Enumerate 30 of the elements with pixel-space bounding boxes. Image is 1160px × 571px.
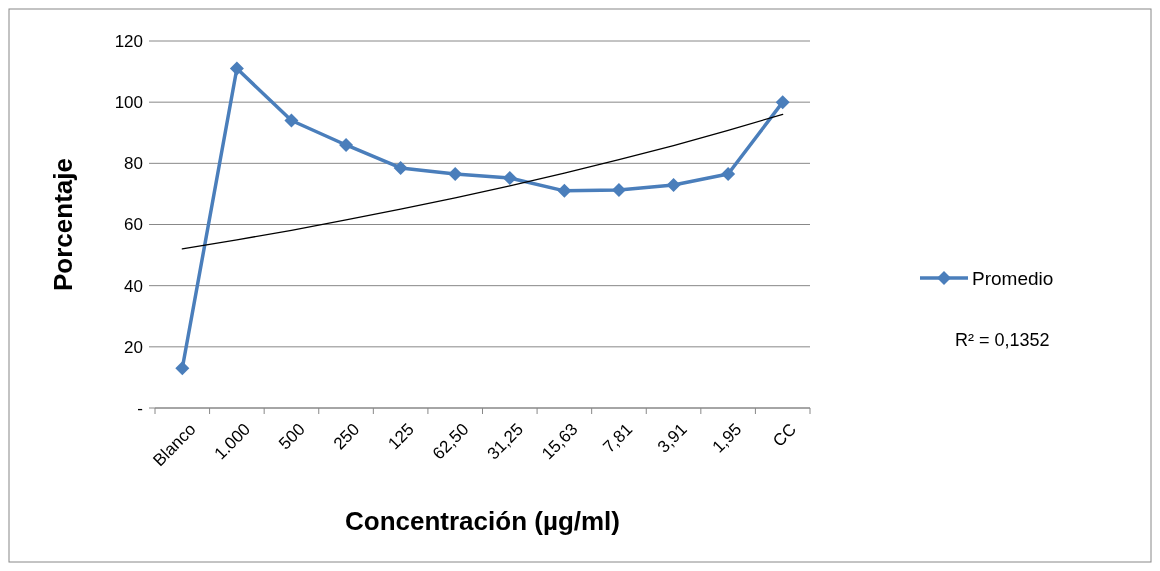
point [448, 167, 463, 182]
y-tick-label: 120 [114, 31, 143, 51]
point [557, 183, 572, 198]
x-tick-label: 500 [275, 419, 309, 454]
x-tick-label: 7,81 [599, 419, 637, 457]
point [229, 61, 244, 76]
line-series [181, 113, 784, 250]
point [502, 171, 517, 186]
y-tick-label: 100 [114, 93, 143, 113]
point [339, 137, 354, 152]
x-tick-label: 250 [329, 419, 364, 454]
y-tick-label: 80 [124, 154, 143, 174]
point [393, 160, 408, 175]
y-tick-label: 40 [124, 276, 143, 296]
point [284, 113, 299, 128]
point [175, 361, 190, 376]
point [721, 167, 736, 182]
legend-label: Promedio [972, 267, 1054, 289]
y-tick-label: 20 [124, 337, 143, 357]
point [666, 178, 681, 193]
x-tick-label: 3,91 [653, 419, 691, 457]
x-axis-title: Concentración (µg/ml) [345, 506, 620, 536]
x-tick-label: CC [769, 419, 800, 451]
point [775, 95, 790, 110]
x-tick-label: 125 [384, 419, 418, 454]
text: R² = 0,1352 [955, 330, 1050, 351]
y-tick-label: 60 [124, 215, 143, 235]
y-tick-label: - [137, 398, 143, 418]
point [611, 182, 626, 197]
y-axis-title: Porcentaje [48, 158, 78, 291]
